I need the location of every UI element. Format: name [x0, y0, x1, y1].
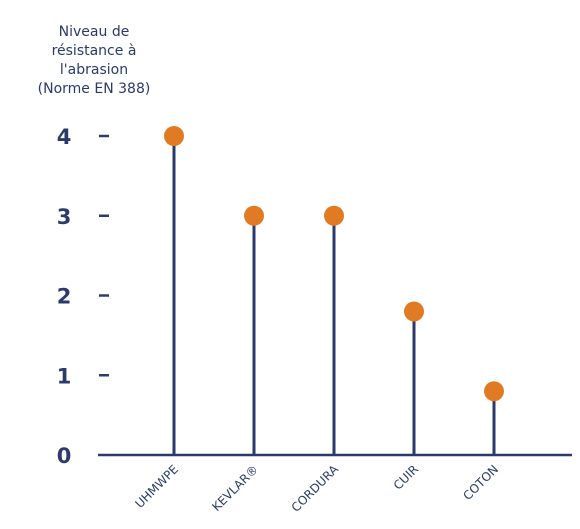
x-tick-label: UHMWPE — [132, 462, 181, 511]
y-axis-title-line-2: résistance à — [52, 43, 137, 59]
markers — [164, 126, 504, 402]
y-tick-label: 2 — [57, 285, 72, 309]
x-tick-label: CUIR — [391, 462, 421, 492]
y-tick-label: 0 — [57, 444, 72, 468]
data-point — [404, 301, 424, 322]
y-axis-title-line-3: l'abrasion — [60, 62, 128, 78]
x-tick-label: CORDURA — [289, 462, 342, 515]
x-tick-label: KEVLAR® — [209, 462, 261, 514]
y-tick-label: 1 — [57, 364, 72, 388]
x-tick-label: COTON — [460, 462, 501, 503]
y-axis-title-line-4: (Norme EN 388) — [38, 81, 151, 97]
y-tick-label: 3 — [57, 205, 72, 229]
data-point — [244, 205, 264, 226]
stems — [172, 136, 496, 455]
data-point — [164, 126, 184, 146]
y-axis: 0 1 2 3 4 — [57, 125, 109, 468]
x-axis-labels: UHMWPE KEVLAR® CORDURA CUIR COTON — [132, 462, 501, 515]
data-point — [484, 381, 504, 402]
data-point — [324, 205, 344, 226]
y-axis-title: Niveau de résistance à l'abrasion (Norme… — [38, 24, 151, 97]
y-tick-label: 4 — [57, 125, 72, 149]
y-axis-title-line-1: Niveau de — [59, 24, 130, 40]
